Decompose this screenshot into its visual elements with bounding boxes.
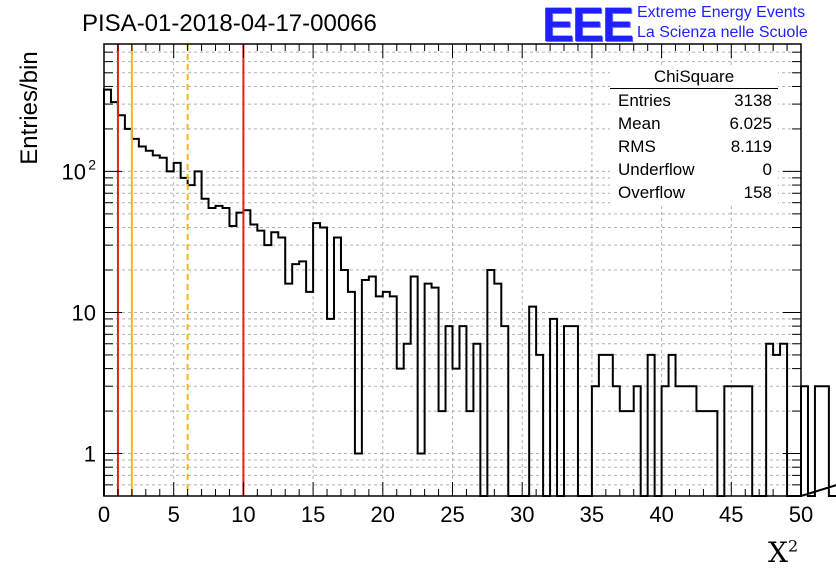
stats-title: ChiSquare (610, 66, 778, 89)
stats-value: 6.025 (729, 114, 772, 133)
chart-title: PISA-01-2018-04-17-00066 (82, 10, 377, 37)
eee-logo: EEE (542, 0, 634, 52)
stats-value: 158 (743, 183, 772, 202)
x-tick-label: 50 (789, 502, 813, 527)
y-tick-label: 10 (72, 300, 96, 325)
x-tick-label: 30 (510, 502, 534, 527)
x-axis-label: X2 (768, 536, 798, 569)
stats-value: 3138 (734, 91, 772, 110)
x-tick-label: 0 (98, 502, 110, 527)
y-tick-label: 10 (62, 159, 86, 184)
x-tick-label: 25 (440, 502, 464, 527)
stats-label: Overflow (618, 183, 686, 202)
y-tick-label: 1 (84, 442, 96, 467)
x-tick-label: 40 (649, 502, 673, 527)
logo-caption-line2: La Scienza nelle Scuole (637, 24, 808, 41)
stats-row-rms: RMS 8.119 (610, 135, 778, 158)
axes (103, 43, 802, 497)
logo-caption-line1: Extreme Energy Events (637, 4, 806, 21)
x-tick-label: 10 (231, 502, 255, 527)
stats-row-mean: Mean 6.025 (610, 112, 778, 135)
threshold-lines (116, 44, 245, 496)
stats-label: Underflow (618, 160, 695, 179)
stats-label: Entries (618, 91, 671, 110)
stats-label: RMS (618, 137, 656, 156)
stats-box: ChiSquare Entries 3138 Mean 6.025 RMS 8.119… (610, 66, 778, 204)
y-tick-label-exponent: 2 (88, 156, 96, 172)
x-tick-label: 20 (371, 502, 395, 527)
x-tick-label: 5 (168, 502, 180, 527)
x-tick-label: 45 (719, 502, 743, 527)
x-tick-label: 15 (301, 502, 325, 527)
stats-value: 0 (762, 160, 772, 179)
stats-label: Mean (618, 114, 661, 133)
stats-row-underflow: Underflow 0 (610, 158, 778, 181)
y-axis-label: Entries/bin (16, 51, 43, 165)
x-axis-label-base: X (768, 536, 788, 569)
x-tick-label: 35 (580, 502, 604, 527)
x-axis-label-sup: 2 (787, 536, 799, 556)
stats-row-entries: Entries 3138 (610, 89, 778, 112)
stats-row-overflow: Overflow 158 (610, 181, 778, 204)
stats-value: 8.119 (730, 137, 772, 156)
